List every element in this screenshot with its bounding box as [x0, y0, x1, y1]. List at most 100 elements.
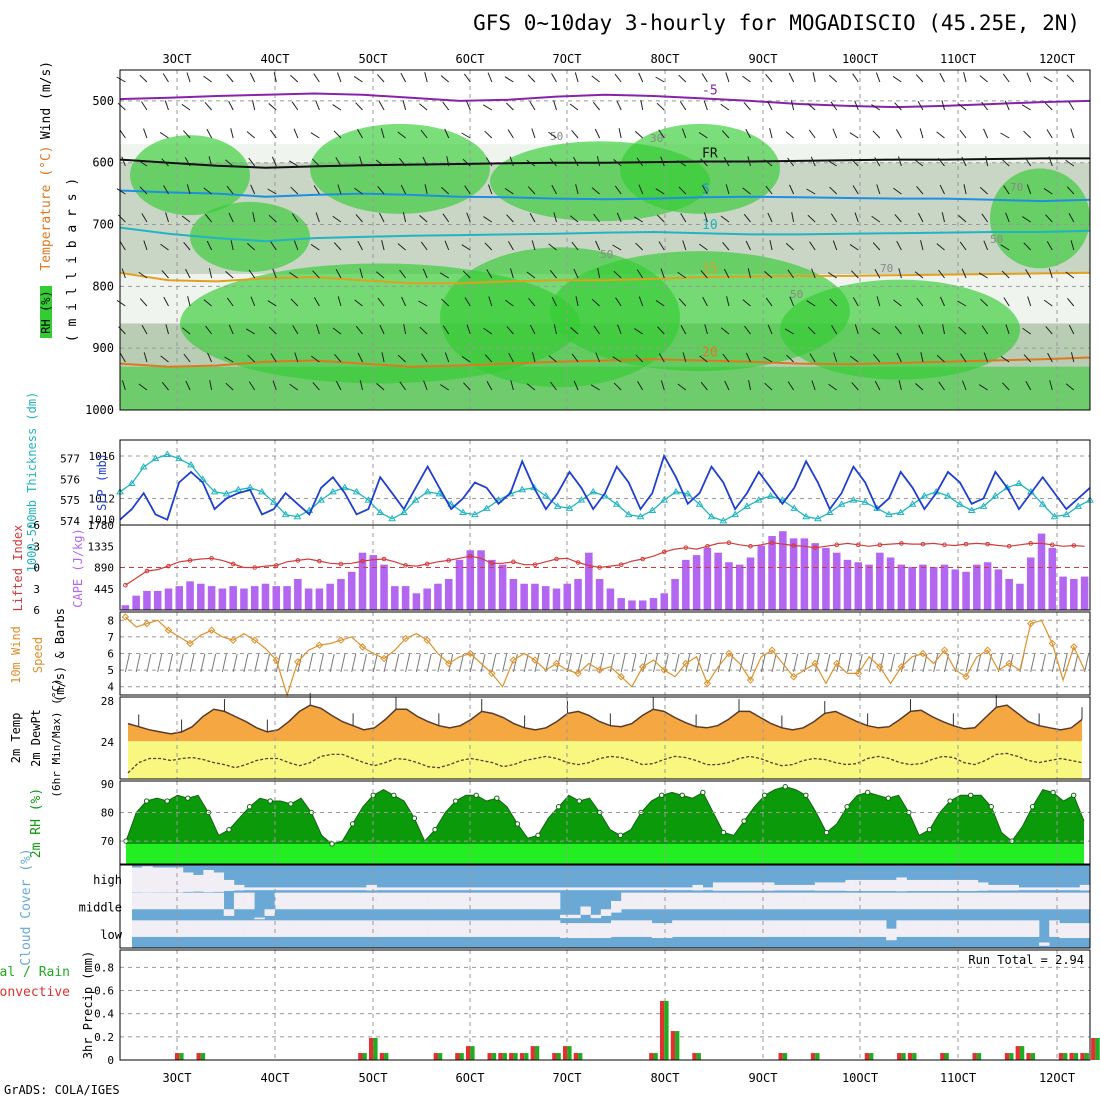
cloud-low-cell-6 — [193, 920, 204, 937]
precip-bar-51 — [675, 1031, 680, 1060]
cloud-low-cell-27 — [407, 920, 418, 937]
cloud-middle-cell-53 — [672, 892, 683, 910]
cloud-high-cell-48 — [621, 887, 632, 891]
cloud-low-cell-14 — [274, 920, 286, 937]
wind-barb — [596, 156, 601, 167]
wind-barb — [747, 268, 751, 279]
wind-barb — [1067, 298, 1075, 307]
temp-area — [128, 705, 1082, 742]
cape-bar-82 — [1005, 578, 1013, 610]
wind-barb — [230, 128, 234, 139]
wind-speed-point-52 — [682, 659, 690, 668]
rh-contour-label-11: 30 — [650, 132, 663, 145]
precip-conv-bar-31 — [455, 1053, 460, 1060]
thickness-point-67 — [908, 500, 917, 507]
wind10-barb-20 — [340, 653, 346, 673]
cloud-low-cell-45 — [590, 923, 602, 939]
wind-barb — [273, 72, 277, 83]
cape-bar-78 — [962, 571, 970, 610]
cloud-middle-cell-80 — [947, 892, 958, 910]
cloud-low-cell-89 — [1039, 942, 1050, 946]
x-tick-top-5: 8OCT — [651, 52, 680, 66]
thickness-point-78 — [1038, 500, 1047, 507]
wind-barb — [270, 241, 277, 251]
wind-barb — [789, 296, 795, 307]
isotherm-label-2: 5 — [702, 182, 710, 197]
x-tick-bottom-0: 3OCT — [163, 1071, 192, 1085]
cloud-middle-cell-48 — [621, 892, 632, 910]
wind-barb — [678, 298, 687, 307]
li-point-76 — [942, 542, 947, 548]
thickness-point-76 — [1015, 479, 1023, 487]
wind-barb — [141, 101, 148, 111]
cloud-low-cell-30 — [437, 920, 449, 937]
wind-barb — [874, 380, 881, 391]
thickness-point-13 — [269, 498, 278, 505]
cloud-low-cell-41 — [549, 920, 561, 937]
precip-conv-bar-37 — [519, 1053, 525, 1060]
cape-bar-59 — [757, 545, 766, 610]
wind-barb — [403, 324, 407, 335]
wind-barb — [634, 130, 644, 139]
wind-barb — [898, 268, 902, 279]
wind-barb — [462, 158, 471, 167]
cloud-low-cell-55 — [692, 920, 704, 937]
cape-bar-6 — [186, 581, 194, 610]
cape-bar-81 — [994, 569, 1003, 610]
cloud-low-cell-18 — [315, 920, 326, 937]
thickness-point-72 — [967, 506, 976, 513]
thickness-point-65 — [885, 510, 893, 518]
cape-bar-51 — [671, 578, 679, 610]
wind-barb — [916, 186, 924, 195]
wind-barb — [787, 269, 795, 279]
wind-barb — [787, 381, 795, 391]
wind-barb — [876, 184, 881, 195]
cloud-low-cell-69 — [835, 920, 846, 937]
cloud-low-cell-34 — [478, 920, 490, 937]
wind-barb — [849, 243, 859, 251]
li-y-tick-4: 6 — [33, 604, 40, 617]
thickness-line — [119, 453, 1091, 522]
precip-bar-89 — [1084, 1053, 1089, 1060]
cape-bar-70 — [876, 552, 884, 610]
wind-barb — [312, 270, 320, 279]
wind-barb — [660, 380, 665, 391]
wind-barb — [703, 212, 708, 223]
li-point-28 — [424, 561, 430, 567]
cloud-high-cell-12 — [254, 887, 265, 891]
cloud-middle-cell-34 — [478, 892, 490, 910]
wind-speed-point-58 — [746, 676, 755, 684]
wind-barb — [941, 100, 945, 111]
wind-barb — [1001, 270, 1010, 279]
wind-barb — [181, 327, 191, 335]
cloud-low-cell-7 — [203, 920, 214, 937]
wind-barb — [680, 213, 687, 223]
wind-barb — [658, 353, 665, 363]
wind-barb — [487, 184, 493, 195]
cloud-high-cell-64 — [784, 884, 795, 891]
cloud-middle-cell-0 — [132, 892, 143, 910]
cloud-high-cell-2 — [152, 867, 163, 893]
wind-barb — [332, 104, 342, 111]
li-point-2 — [144, 568, 150, 574]
cloud-high-cell-52 — [661, 887, 673, 891]
precip-bar-61 — [782, 1053, 788, 1060]
thickness-point-34 — [518, 485, 527, 493]
wind-barb — [616, 100, 622, 111]
cloud-middle-cell-50 — [641, 892, 653, 910]
wind-barb — [569, 215, 579, 223]
cloud-middle-cell-67 — [814, 892, 826, 910]
rh-patch-1 — [310, 123, 490, 214]
rh-axis-label: RH (%) — [39, 290, 53, 333]
wind10-barb-0 — [124, 653, 130, 673]
cloud-middle-cell-8 — [213, 892, 225, 910]
cloud-high-cell-1 — [142, 866, 153, 893]
wind-barb — [1048, 156, 1053, 167]
wind-barb — [914, 271, 924, 279]
rh2m-point-70 — [844, 804, 850, 810]
cape-bar-54 — [703, 547, 712, 610]
cloud-middle-cell-17 — [305, 892, 316, 910]
wind-barb — [550, 381, 557, 391]
wind-barb — [1043, 187, 1053, 195]
